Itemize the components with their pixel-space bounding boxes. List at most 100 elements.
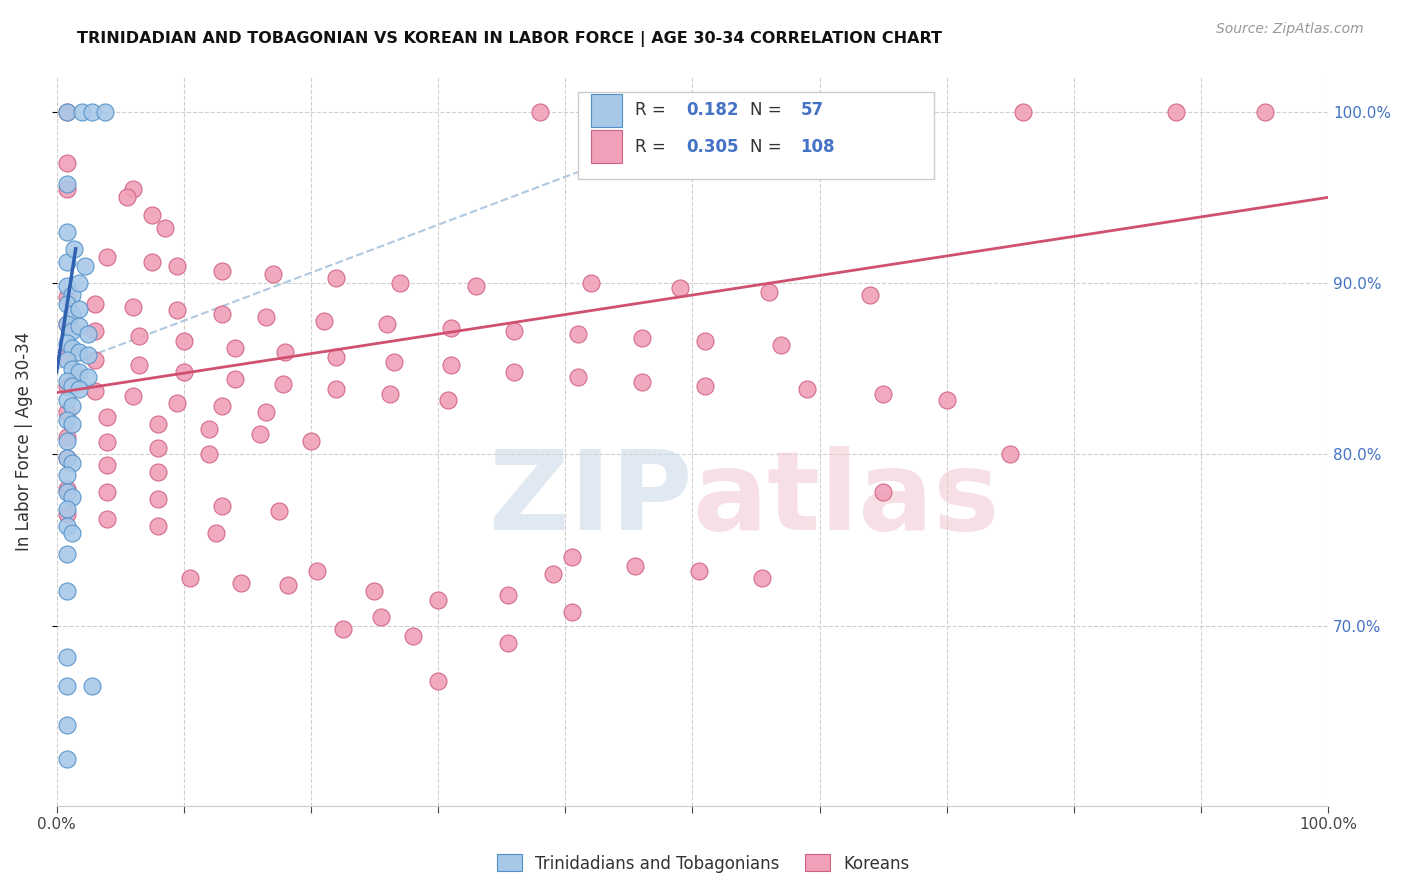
Point [166, 259, 188, 273]
Point [503, 324, 526, 338]
Point [1012, 104, 1035, 119]
Point [872, 387, 894, 401]
Point [55, 182, 77, 196]
Point [55, 336, 77, 351]
Point [70, 104, 93, 119]
Point [693, 379, 716, 393]
Point [69, 344, 91, 359]
Point [77, 370, 100, 384]
Point [630, 331, 652, 345]
Point [307, 564, 329, 578]
Text: atlas: atlas [692, 446, 1000, 553]
Point [55, 177, 77, 191]
Point [277, 577, 299, 591]
Point [561, 605, 583, 619]
Point [55, 296, 77, 310]
Point [375, 317, 398, 331]
Point [55, 225, 77, 239]
Point [55, 450, 77, 465]
Text: Source: ZipAtlas.com: Source: ZipAtlas.com [1216, 22, 1364, 37]
Point [796, 382, 818, 396]
Point [173, 365, 195, 379]
Point [153, 221, 176, 235]
Point [561, 550, 583, 565]
Point [83, 296, 105, 310]
Point [55, 482, 77, 496]
Point [299, 434, 322, 448]
Point [69, 382, 91, 396]
Point [211, 307, 233, 321]
Point [55, 718, 77, 732]
Point [173, 334, 195, 349]
Point [94, 104, 117, 119]
Text: 0.182: 0.182 [686, 101, 738, 120]
Text: R =: R = [636, 137, 671, 155]
Point [82, 104, 104, 119]
Point [224, 341, 246, 355]
Point [122, 300, 145, 314]
Point [55, 156, 77, 170]
Y-axis label: In Labor Force | Age 30-34: In Labor Force | Age 30-34 [15, 332, 32, 551]
FancyBboxPatch shape [591, 130, 623, 163]
Point [69, 301, 91, 316]
Point [1000, 447, 1022, 461]
Point [122, 389, 145, 403]
Text: 108: 108 [800, 137, 835, 155]
Point [96, 409, 118, 424]
Text: ZIP: ZIP [489, 446, 692, 553]
Point [60, 526, 83, 541]
Point [254, 404, 277, 418]
Point [55, 547, 77, 561]
Point [96, 250, 118, 264]
Text: N =: N = [749, 137, 786, 155]
Point [73, 259, 96, 273]
Point [325, 382, 347, 396]
Text: TRINIDADIAN AND TOBAGONIAN VS KOREAN IN LABOR FORCE | AGE 30-34 CORRELATION CHAR: TRINIDADIAN AND TOBAGONIAN VS KOREAN IN … [77, 31, 942, 47]
Point [60, 490, 83, 504]
Point [751, 571, 773, 585]
Point [55, 649, 77, 664]
Point [630, 376, 652, 390]
Point [624, 558, 647, 573]
Point [496, 588, 519, 602]
Point [262, 268, 284, 282]
Point [96, 435, 118, 450]
Point [567, 370, 589, 384]
Point [96, 485, 118, 500]
Point [211, 264, 233, 278]
Point [758, 285, 780, 299]
Point [166, 396, 188, 410]
Point [69, 276, 91, 290]
Point [370, 610, 392, 624]
Point [312, 314, 335, 328]
Point [55, 502, 77, 516]
Point [496, 636, 519, 650]
Point [211, 400, 233, 414]
Point [55, 679, 77, 693]
Point [229, 575, 252, 590]
Point [770, 337, 793, 351]
Point [55, 430, 77, 444]
Point [204, 526, 226, 541]
Point [693, 334, 716, 349]
Point [55, 317, 77, 331]
Point [69, 318, 91, 333]
Point [211, 499, 233, 513]
Point [859, 288, 882, 302]
Point [60, 456, 83, 470]
Point [69, 365, 91, 379]
Point [55, 374, 77, 388]
Point [83, 384, 105, 398]
Point [96, 512, 118, 526]
Point [332, 622, 354, 636]
Point [579, 276, 602, 290]
Point [141, 207, 163, 221]
Point [55, 353, 77, 368]
Point [55, 348, 77, 362]
Point [382, 355, 405, 369]
Point [388, 276, 411, 290]
Point [440, 359, 463, 373]
Point [378, 387, 401, 401]
Point [668, 281, 690, 295]
Point [688, 564, 710, 578]
